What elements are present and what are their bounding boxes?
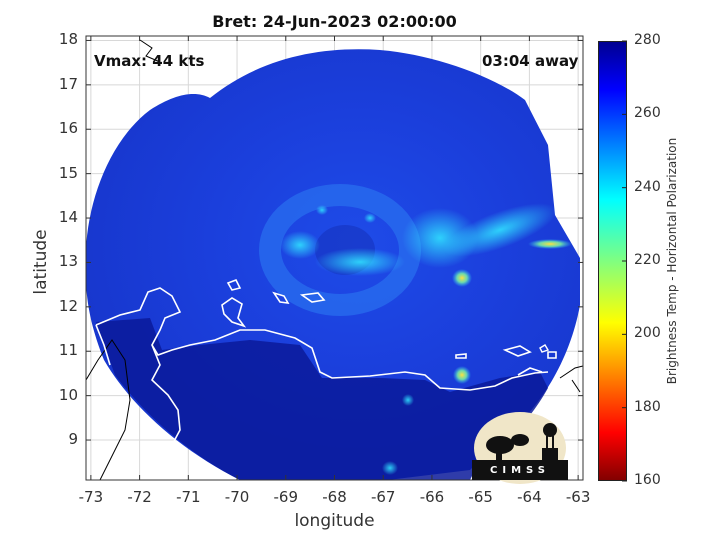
colorbar-tick-label: 280 [634, 32, 661, 48]
colorbar-frame [598, 41, 627, 481]
y-axis-label: latitude [31, 229, 51, 295]
rainband [443, 203, 557, 257]
colorbar-tick-label: 180 [634, 398, 661, 415]
colorbar-tick-label: 160 [634, 472, 661, 488]
coastline [151, 344, 181, 446]
convective-spot [316, 205, 328, 215]
x-axis-label: longitude [294, 511, 375, 531]
island [539, 344, 550, 353]
country-border [571, 379, 581, 393]
convective-spot [364, 213, 376, 223]
x-tick-label: -73 [78, 488, 104, 506]
x-tick-label: -66 [419, 488, 445, 506]
cimss-logo-icon [472, 412, 568, 484]
y-tick-label: 17 [58, 74, 78, 93]
y-tick-label: 15 [58, 163, 78, 182]
convective-spot [402, 394, 414, 406]
country-border [139, 39, 161, 63]
colorbar-tick-label: 240 [634, 178, 661, 195]
island [299, 292, 326, 303]
y-tick-label: 13 [58, 252, 78, 271]
x-tick-label: -68 [322, 488, 347, 506]
time-away-annotation: 03:04 away [482, 52, 579, 70]
country-border [86, 339, 131, 480]
y-tick-label: 9 [68, 430, 78, 449]
y-tick-label: 10 [58, 385, 78, 404]
colorbar-tick-label: 220 [634, 252, 661, 268]
island [455, 353, 467, 359]
y-tick-label: 14 [58, 208, 78, 227]
rainband [280, 231, 320, 259]
x-tick-label: -71 [176, 488, 201, 506]
y-tick-label: 11 [58, 341, 78, 360]
x-tick-label: -64 [517, 488, 542, 506]
x-tick-label: -70 [224, 488, 250, 506]
x-tick-label: -67 [370, 488, 396, 506]
country-border [559, 365, 583, 379]
cimss-logo-text: CIMSS [490, 465, 550, 476]
coastline [95, 324, 111, 366]
coastline [95, 287, 549, 391]
island-curacao [221, 297, 247, 328]
y-tick-label: 18 [58, 30, 78, 49]
y-tick-label: 16 [58, 119, 78, 138]
convective-spot [382, 461, 398, 475]
x-tick-label: -63 [565, 488, 591, 506]
island-aruba [226, 278, 242, 291]
x-tick-label: -65 [468, 488, 493, 506]
land-mass [96, 318, 548, 480]
rainband [315, 248, 405, 276]
colorbar-tick-label: 200 [634, 325, 661, 342]
rainband-hot [452, 269, 472, 287]
x-tick-label: -69 [273, 488, 299, 506]
convective-spot [453, 366, 471, 384]
island [547, 351, 557, 359]
map-title: Bret: 24-Jun-2023 02:00:00 [212, 12, 457, 31]
colorbar-tick-label: 260 [634, 105, 661, 122]
x-tick-label: -72 [127, 488, 152, 506]
island-bonaire [272, 291, 290, 304]
vmax-annotation: Vmax: 44 kts [94, 52, 205, 70]
colorbar-label: Brightness Temp - Horizontal Polarizatio… [665, 137, 679, 385]
coastline [517, 367, 543, 376]
rainband-hot [528, 239, 572, 249]
island-margarita [502, 345, 532, 357]
y-tick-label: 12 [58, 296, 78, 315]
